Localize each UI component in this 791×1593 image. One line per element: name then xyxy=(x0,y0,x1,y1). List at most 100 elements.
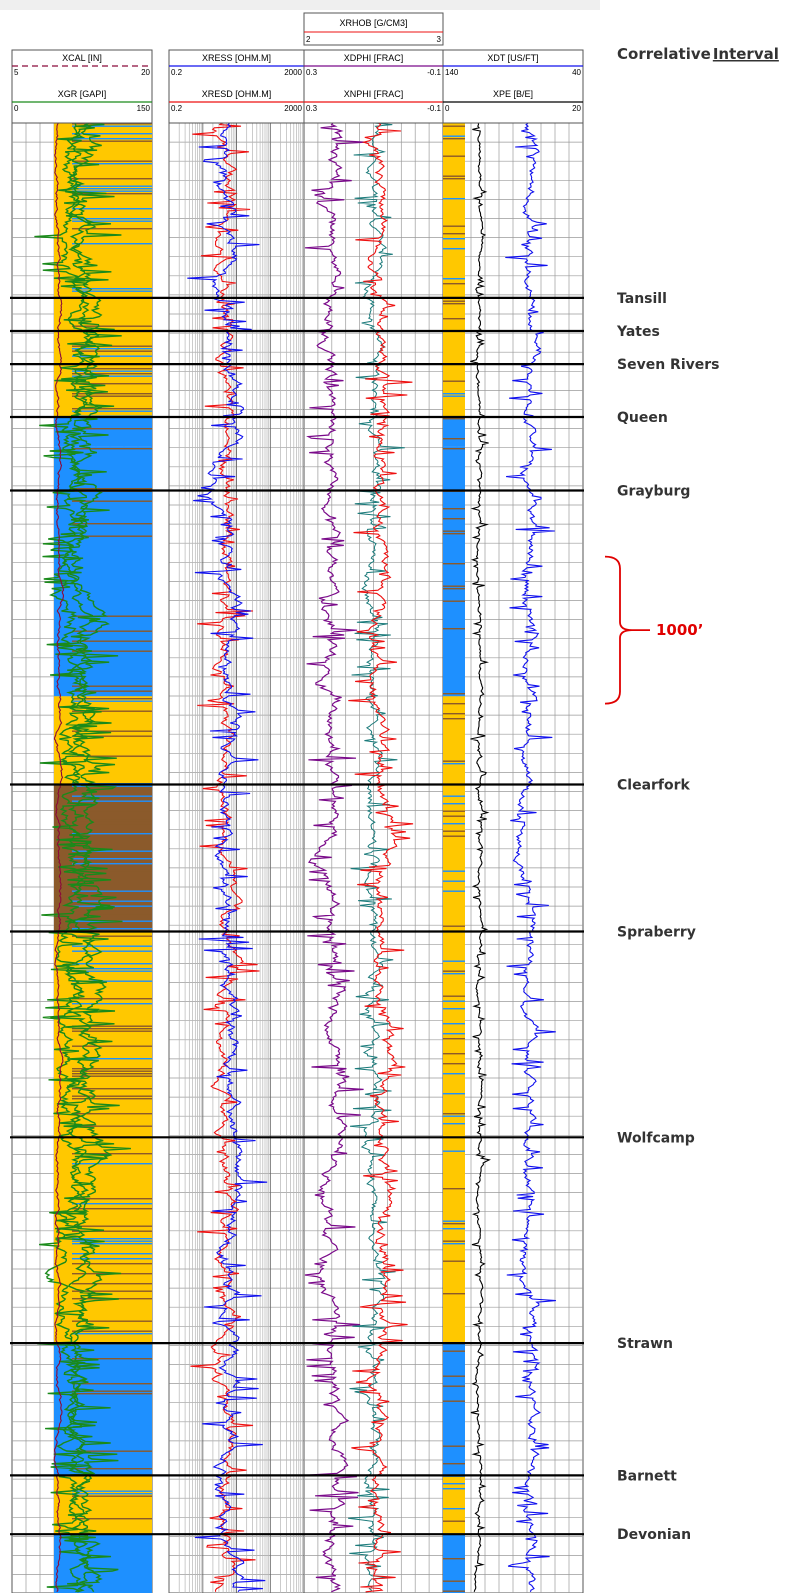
lith-stripe xyxy=(72,950,152,952)
lith-stripe xyxy=(443,418,465,420)
lith-stripe xyxy=(443,1575,465,1577)
lith-stripe xyxy=(443,283,465,285)
lith-stripe xyxy=(72,1433,152,1435)
lith-stripe xyxy=(72,178,152,180)
lith-stripe xyxy=(72,593,152,595)
lith-stripe xyxy=(72,408,152,410)
curve-header-label: XDT [US/FT] xyxy=(487,53,538,63)
formation-label-strawn: Strawn xyxy=(617,1336,673,1352)
lith-stripe xyxy=(443,1033,465,1035)
lith-stripe xyxy=(72,1203,152,1205)
lith-stripe xyxy=(72,868,152,870)
lith-stripe xyxy=(72,800,152,802)
lith-stripe xyxy=(72,850,152,852)
lith-stripe xyxy=(72,345,152,347)
lith-stripe xyxy=(443,973,465,975)
lith-stripe xyxy=(443,303,465,305)
lith-stripe xyxy=(72,1535,152,1537)
lith-stripe xyxy=(72,123,152,125)
curve-scale-min: 5 xyxy=(14,68,19,77)
cal-curve xyxy=(53,122,65,1593)
lith-stripe xyxy=(72,795,152,797)
lith-stripe xyxy=(72,818,152,820)
rhob-header-label: XRHOB [G/CM3] xyxy=(339,18,407,28)
curve-scale-min: 0.2 xyxy=(171,104,183,113)
lith-stripe xyxy=(443,1008,465,1010)
lith-stripe xyxy=(72,1243,152,1245)
lith-stripe xyxy=(72,1163,152,1165)
lith-fill-10 xyxy=(54,1475,152,1535)
lith-stripe xyxy=(72,730,152,732)
lith-stripe xyxy=(443,830,465,832)
lith-stripe xyxy=(443,1150,465,1152)
lith-stripe xyxy=(72,350,152,352)
lith-stripe xyxy=(72,188,152,190)
formation-label-grayburg: Grayburg xyxy=(617,484,690,500)
lith-stripe xyxy=(443,835,465,837)
lith-stripe xyxy=(443,530,465,532)
curve-scale-max: 2000 xyxy=(284,104,302,113)
lith-stripe xyxy=(443,1520,465,1522)
curve-scale-max: 40 xyxy=(572,68,581,77)
lith-stripe xyxy=(72,823,152,825)
ress-curve xyxy=(187,122,268,1593)
lith-stripe xyxy=(72,1028,152,1030)
formation-lines xyxy=(10,296,584,1536)
lith-stripe xyxy=(443,1053,465,1055)
lith-stripe xyxy=(443,395,465,397)
lith-stripe xyxy=(443,448,465,450)
lith-stripe xyxy=(72,863,152,865)
lith-stripe xyxy=(72,218,152,220)
lith-stripe xyxy=(72,855,152,857)
lith-stripe xyxy=(72,383,152,385)
formation-label-queen: Queen xyxy=(617,410,668,426)
lith-stripe xyxy=(443,518,465,520)
lith-stripe xyxy=(72,1413,152,1415)
lith-stripe xyxy=(72,690,152,692)
lith-band-2 xyxy=(443,417,465,447)
lith-band-11 xyxy=(443,1534,465,1593)
curve-scale-max: 150 xyxy=(137,104,151,113)
lith-stripe xyxy=(72,193,152,195)
lith-band-6 xyxy=(443,784,465,932)
lith-stripe xyxy=(72,663,152,665)
lith-stripe xyxy=(72,1390,152,1392)
lith-stripe xyxy=(72,1073,152,1075)
lith-stripe xyxy=(443,300,465,302)
lith-stripe xyxy=(72,288,152,290)
lith-stripe xyxy=(72,355,152,357)
lith-stripe xyxy=(72,133,152,135)
lith-stripe xyxy=(72,1290,152,1292)
lith-stripe xyxy=(443,535,465,537)
lith-stripe xyxy=(72,945,152,947)
lith-stripe xyxy=(443,425,465,427)
lith-stripe xyxy=(72,1495,152,1497)
lith-stripe xyxy=(72,1088,152,1090)
lith-stripe xyxy=(443,198,465,200)
lith-stripe xyxy=(72,833,152,835)
lith-stripe xyxy=(443,823,465,825)
lith-stripe xyxy=(443,803,465,805)
lith-stripe xyxy=(72,1383,152,1385)
lith-fill-1 xyxy=(54,297,152,417)
curve-scale-max: 2000 xyxy=(284,68,302,77)
rhob-header-box xyxy=(303,12,444,46)
lith-stripe xyxy=(443,925,465,927)
lith-stripe xyxy=(72,1253,152,1255)
lith-stripe xyxy=(443,1223,465,1225)
lith-stripe xyxy=(72,1583,152,1585)
lith-stripe xyxy=(443,1543,465,1545)
lith-stripe xyxy=(72,1448,152,1450)
lith-stripe xyxy=(443,1350,465,1352)
lith-stripe xyxy=(443,1465,465,1467)
lith-stripe xyxy=(443,870,465,872)
lith-stripe xyxy=(443,1400,465,1402)
lith-stripe xyxy=(72,685,152,687)
curve-scale-max: -0.1 xyxy=(427,68,441,77)
legend-title-part-2: Interval xyxy=(713,45,779,63)
lith-stripe xyxy=(72,1258,152,1260)
lith-stripe xyxy=(72,1468,152,1470)
lith-stripe xyxy=(72,1113,152,1115)
lith-stripe xyxy=(72,190,152,192)
